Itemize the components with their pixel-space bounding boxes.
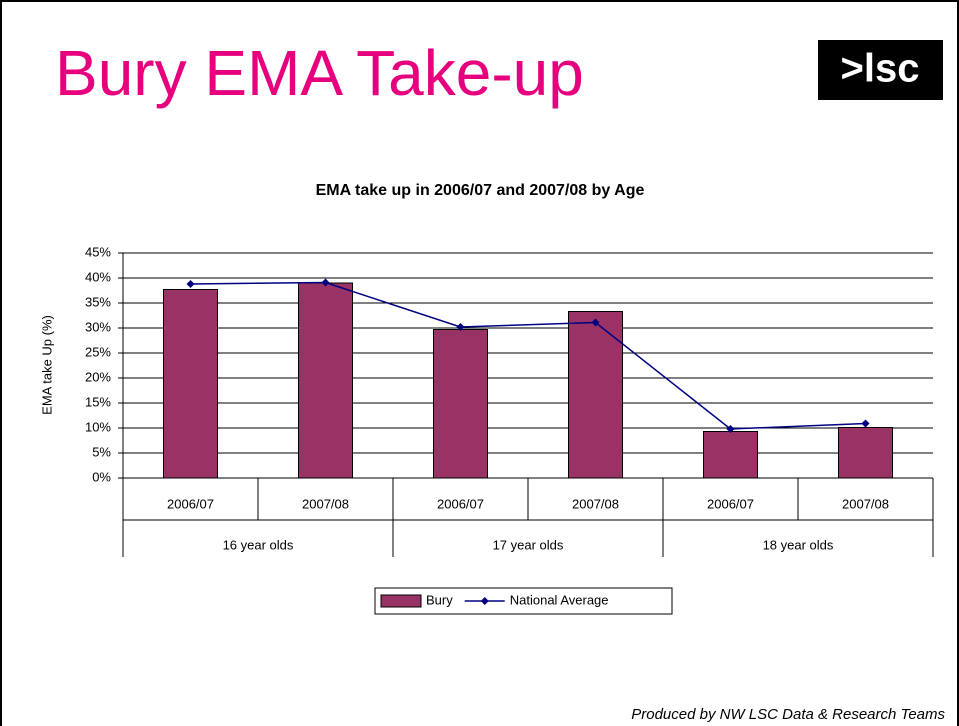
footer: Produced by NW LSC Data & Research Teams bbox=[631, 706, 945, 723]
group-label: 16 year olds bbox=[223, 537, 294, 552]
bar bbox=[703, 431, 758, 479]
legend-box bbox=[374, 587, 673, 615]
y-axis-label: EMA take Up (%) bbox=[39, 315, 54, 415]
y-tick-label: 20% bbox=[85, 369, 111, 384]
x-tick-label: 2007/08 bbox=[302, 496, 349, 511]
bar bbox=[433, 329, 488, 479]
legend-swatch bbox=[380, 594, 422, 608]
legend-label: National Average bbox=[510, 592, 609, 607]
y-tick-label: 40% bbox=[85, 269, 111, 284]
bar bbox=[298, 282, 353, 479]
line-marker bbox=[456, 323, 465, 331]
y-tick-label: 25% bbox=[85, 344, 111, 359]
bar bbox=[163, 289, 218, 479]
line-marker bbox=[726, 425, 735, 433]
group-label: 18 year olds bbox=[763, 537, 834, 552]
legend-marker bbox=[480, 597, 489, 605]
y-tick-label: 5% bbox=[92, 444, 111, 459]
bar bbox=[568, 311, 623, 479]
logo: >lsc bbox=[841, 47, 920, 91]
y-tick-label: 10% bbox=[85, 419, 111, 434]
slide-title: Bury EMA Take-up bbox=[55, 37, 584, 109]
y-tick-label: 30% bbox=[85, 319, 111, 334]
logo-box bbox=[818, 40, 943, 100]
x-tick-label: 2006/07 bbox=[437, 496, 484, 511]
line-marker bbox=[321, 278, 330, 287]
x-tick-label: 2007/08 bbox=[842, 496, 889, 511]
bar bbox=[838, 427, 893, 479]
y-tick-label: 35% bbox=[85, 294, 111, 309]
line-marker bbox=[861, 419, 870, 428]
x-tick-label: 2006/07 bbox=[167, 496, 214, 511]
line bbox=[190, 281, 866, 430]
line-marker bbox=[591, 318, 600, 327]
chart-title: EMA take up in 2006/07 and 2007/08 by Ag… bbox=[316, 182, 645, 199]
x-tick-label: 2006/07 bbox=[707, 496, 754, 511]
line-marker bbox=[186, 280, 195, 288]
legend-label: Bury bbox=[426, 592, 453, 607]
y-tick-label: 45% bbox=[85, 244, 111, 259]
x-tick-label: 2007/08 bbox=[572, 496, 619, 511]
y-tick-label: 15% bbox=[85, 394, 111, 409]
y-tick-label: 0% bbox=[92, 469, 111, 484]
group-label: 17 year olds bbox=[493, 537, 564, 552]
